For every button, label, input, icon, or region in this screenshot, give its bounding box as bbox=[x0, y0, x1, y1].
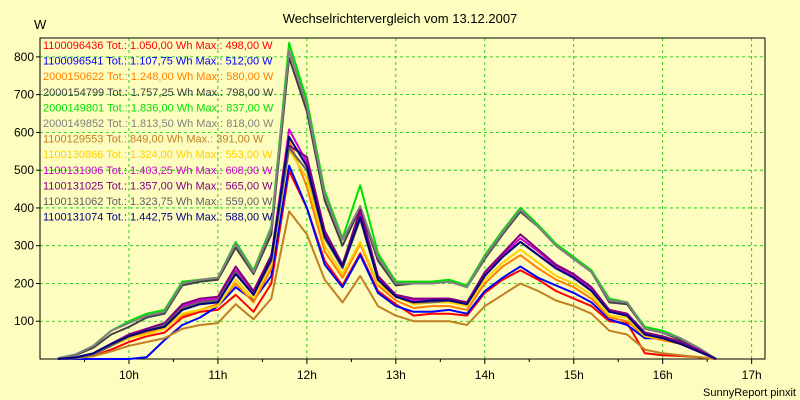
series-line-1100131025 bbox=[57, 144, 717, 360]
legend-entry-1100096436: 1100096436 Tot.: 1.050,00 Wh Max.: 498,0… bbox=[43, 40, 273, 52]
series-layer bbox=[57, 41, 717, 360]
legend-entry-2000149852: 2000149852 Tot.: 1.813,50 Wh Max.: 818,0… bbox=[43, 118, 274, 130]
y-tick-label: 300 bbox=[14, 239, 34, 253]
series-line-2000149801 bbox=[57, 41, 717, 360]
y-tick-label: 100 bbox=[14, 314, 34, 328]
legend-entry-2000149801: 2000149801 Tot.: 1.836,00 Wh Max.: 837,0… bbox=[43, 102, 274, 114]
legend-entry-1100131006: 1100131006 Tot.: 1.403,25 Wh Max.: 608,0… bbox=[43, 165, 273, 177]
legend-entry-2000150622: 2000150622 Tot.: 1.248,00 Wh Max.: 580,0… bbox=[43, 71, 274, 83]
x-tick-label: 16h bbox=[653, 368, 673, 382]
y-tick-label: 200 bbox=[14, 276, 34, 290]
y-tick-label: 600 bbox=[14, 125, 34, 139]
legend-entry-1100131074: 1100131074 Tot.: 1.442,75 Wh Max.: 588,0… bbox=[43, 212, 273, 224]
series-line-2000149852 bbox=[57, 49, 717, 360]
legend-entry-2000154799: 2000154799 Tot.: 1.757,25 Wh Max.: 798,0… bbox=[43, 87, 274, 99]
y-tick-label: 400 bbox=[14, 201, 34, 215]
series-line-1100096436 bbox=[57, 169, 717, 360]
footer-credit: SunnyReport pinxit bbox=[703, 387, 796, 399]
legend-entry-1100130866: 1100130866 Tot.: 1.324,00 Wh Max.: 553,0… bbox=[43, 149, 273, 161]
series-line-1100131074 bbox=[57, 135, 717, 360]
chart-title: Wechselrichtervergleich vom 13.12.2007 bbox=[283, 11, 518, 26]
series-line-1100129553 bbox=[57, 210, 717, 360]
legend-entry-1100131062: 1100131062 Tot.: 1.323,75 Wh Max.: 559,0… bbox=[43, 196, 273, 208]
plot-frame bbox=[39, 37, 766, 360]
y-tick-label: 700 bbox=[14, 88, 34, 102]
legend-entry-1100129553: 1100129553 Tot.: 849,00 Wh Max.: 391,00 … bbox=[43, 134, 264, 146]
axis-layer: 100 200 300 400 500 600 700 800 10h 11h 12h 13h 14h 1… bbox=[14, 37, 766, 382]
legend: 1100096436 Tot.: 1.050,00 Wh Max.: 498,0… bbox=[43, 40, 274, 224]
series-line-1100130866 bbox=[57, 149, 717, 360]
x-tick-label: 17h bbox=[742, 368, 762, 382]
x-tick-label: 15h bbox=[564, 368, 584, 382]
legend-entry-1100131025: 1100131025 Tot.: 1.357,00 Wh Max.: 565,0… bbox=[43, 180, 273, 192]
x-tick-label: 13h bbox=[386, 368, 406, 382]
x-tick-label: 14h bbox=[475, 368, 495, 382]
y-tick-label: 500 bbox=[14, 163, 34, 177]
x-tick-label: 10h bbox=[119, 368, 139, 382]
x-tick-label: 12h bbox=[297, 368, 317, 382]
y-tick-label: 800 bbox=[14, 50, 34, 64]
x-tick-label: 11h bbox=[208, 368, 227, 382]
legend-entry-1100096541: 1100096541 Tot.: 1.107,75 Wh Max.: 512,0… bbox=[43, 56, 273, 68]
y-axis-label: W bbox=[34, 17, 47, 32]
